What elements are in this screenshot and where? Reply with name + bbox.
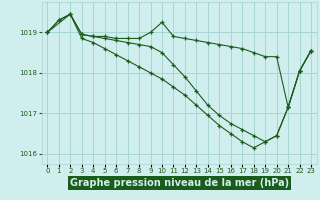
X-axis label: Graphe pression niveau de la mer (hPa): Graphe pression niveau de la mer (hPa) — [70, 178, 289, 188]
